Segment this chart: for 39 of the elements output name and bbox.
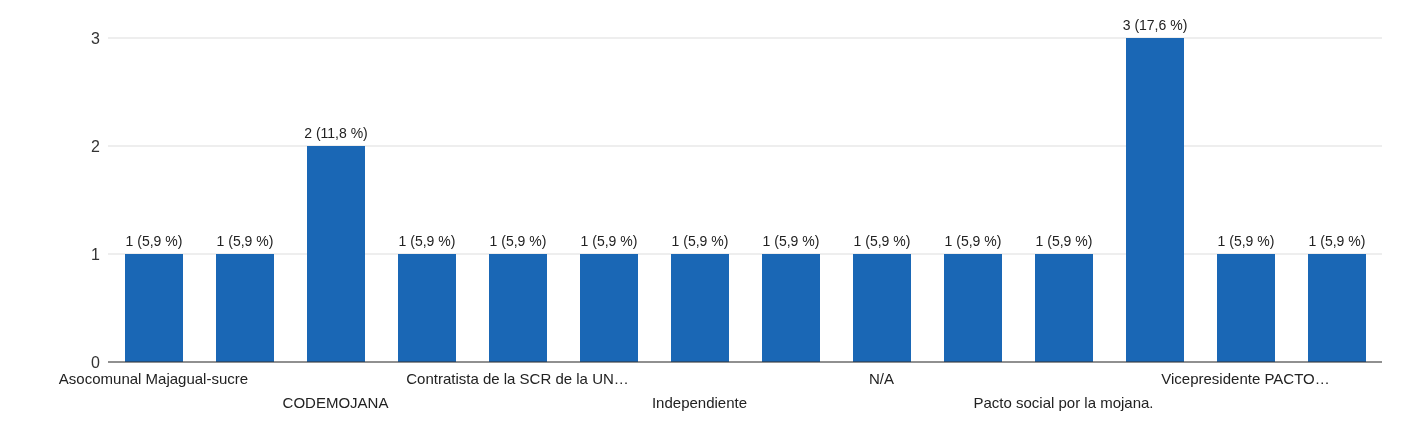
bar: [216, 254, 274, 362]
x-tick-label: Independiente: [651, 394, 748, 411]
data-label: 1 (5,9 %): [489, 233, 547, 249]
bar: [1126, 38, 1184, 362]
x-tick-label: Pacto social por la mojana.: [973, 394, 1154, 411]
data-label: 3 (17,6 %): [1122, 17, 1188, 33]
bar: [1308, 254, 1366, 362]
x-tick-label: Asocomunal Majagual-sucre: [58, 370, 249, 387]
x-tick-label: CODEMOJANA: [282, 394, 389, 411]
bar: [307, 146, 365, 362]
data-label: 1 (5,9 %): [1308, 233, 1366, 249]
data-label: 1 (5,9 %): [1217, 233, 1275, 249]
data-label: 1 (5,9 %): [1035, 233, 1093, 249]
y-tick-label: 2: [91, 137, 101, 155]
data-label: 1 (5,9 %): [762, 233, 820, 249]
data-label: 1 (5,9 %): [216, 233, 274, 249]
bar: [853, 254, 911, 362]
data-label: 1 (5,9 %): [580, 233, 638, 249]
bar: [489, 254, 547, 362]
bar: [398, 254, 456, 362]
bar: [1035, 254, 1093, 362]
bar: [762, 254, 820, 362]
data-label: 1 (5,9 %): [398, 233, 456, 249]
y-tick-label: 1: [91, 245, 101, 263]
y-tick-label: 3: [91, 29, 101, 47]
data-label: 1 (5,9 %): [853, 233, 911, 249]
x-tick-label: Contratista de la SCR de la UN…: [406, 370, 629, 387]
data-label: 1 (5,9 %): [671, 233, 729, 249]
bar: [580, 254, 638, 362]
data-label: 1 (5,9 %): [125, 233, 183, 249]
x-tick-label: N/A: [868, 370, 895, 387]
bar: [671, 254, 729, 362]
bar: [125, 254, 183, 362]
bar: [944, 254, 1002, 362]
data-label: 1 (5,9 %): [944, 233, 1002, 249]
bar: [1217, 254, 1275, 362]
data-label: 2 (11,8 %): [304, 125, 368, 141]
x-tick-label: Vicepresidente PACTO…: [1161, 370, 1330, 387]
y-tick-label: 0: [91, 353, 101, 371]
